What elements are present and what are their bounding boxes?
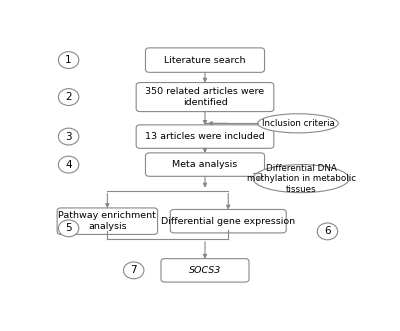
Text: Literature search: Literature search [164,56,246,65]
Text: 350 related articles were
identified: 350 related articles were identified [146,87,264,107]
FancyBboxPatch shape [170,210,286,233]
Text: Inclusion criteria: Inclusion criteria [262,119,334,128]
Text: 13 articles were included: 13 articles were included [145,132,265,141]
Circle shape [124,262,144,279]
FancyBboxPatch shape [136,125,274,148]
Text: 5: 5 [65,223,72,233]
Text: SOCS3: SOCS3 [189,266,221,275]
Text: 4: 4 [65,160,72,169]
FancyBboxPatch shape [161,259,249,282]
Circle shape [317,223,338,240]
FancyBboxPatch shape [57,208,158,234]
FancyBboxPatch shape [146,48,264,72]
FancyBboxPatch shape [146,153,264,176]
Circle shape [58,89,79,106]
Text: Differential DNA
methylation in metabolic
tissues: Differential DNA methylation in metaboli… [246,164,356,194]
Text: 6: 6 [324,226,331,236]
Text: Pathway enrichment
analysis: Pathway enrichment analysis [58,212,156,231]
Circle shape [58,220,79,237]
Text: Differential gene expression: Differential gene expression [161,217,295,226]
Text: 2: 2 [65,92,72,102]
Circle shape [58,52,79,69]
FancyBboxPatch shape [136,82,274,112]
Ellipse shape [258,114,338,133]
Text: 3: 3 [65,131,72,142]
Text: Meta analysis: Meta analysis [172,160,238,169]
Ellipse shape [253,165,349,193]
Circle shape [58,156,79,173]
Circle shape [58,128,79,145]
Text: 7: 7 [130,265,137,275]
Text: 1: 1 [65,55,72,65]
